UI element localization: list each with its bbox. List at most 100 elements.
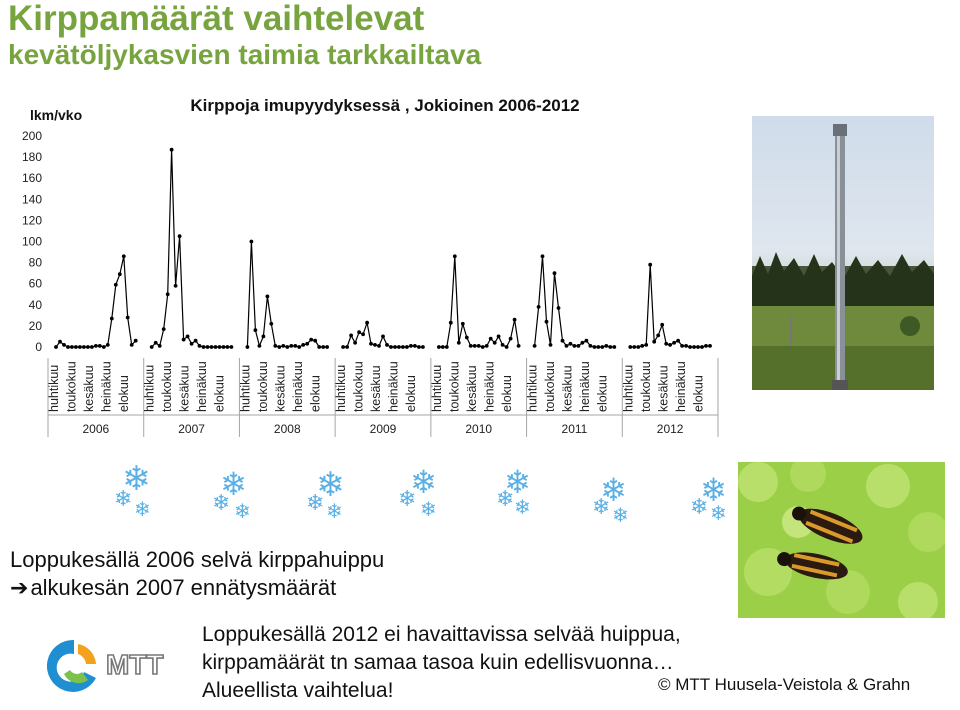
y-axis-ticks: 0 20 40 60 80 100 120 140 160 180 200 bbox=[22, 129, 42, 354]
data-point-2009 bbox=[417, 345, 421, 349]
data-point-2008 bbox=[245, 345, 250, 349]
data-point-2011 bbox=[536, 305, 541, 309]
data-point-2009 bbox=[365, 320, 369, 325]
year-label: 2006 bbox=[83, 422, 110, 436]
series-lines bbox=[55, 149, 710, 348]
month-label: kesäkuu bbox=[273, 365, 287, 412]
data-point-2007 bbox=[169, 147, 174, 152]
data-point-2012 bbox=[700, 345, 704, 349]
data-point-2009 bbox=[353, 340, 357, 345]
data-point-2008 bbox=[261, 334, 266, 339]
y-tick-label: 0 bbox=[35, 340, 42, 354]
month-label: kesäkuu bbox=[656, 365, 670, 412]
month-label: elokuu bbox=[308, 375, 322, 412]
data-point-2009 bbox=[381, 334, 385, 339]
data-point-2008 bbox=[289, 344, 294, 348]
data-point-2007 bbox=[221, 345, 226, 349]
data-point-2006 bbox=[105, 343, 110, 347]
copyright-notice: © MTT Huusela-Veistola & Grahn bbox=[658, 675, 911, 694]
month-label: toukokuu bbox=[543, 361, 557, 412]
summary-line-2: ➔alkukesän 2007 ennätysmäärät bbox=[10, 574, 384, 602]
snowflake-icon: ❄ bbox=[410, 464, 437, 500]
month-label: kesäkuu bbox=[369, 365, 383, 412]
data-point-2010 bbox=[484, 344, 489, 348]
data-point-2009 bbox=[405, 345, 409, 349]
summary-line-2-text: alkukesän 2007 ennätysmäärät bbox=[30, 575, 337, 600]
data-point-2008 bbox=[313, 338, 318, 343]
snowflake-icon: ❄ bbox=[710, 503, 727, 525]
data-point-2007 bbox=[157, 344, 162, 348]
month-label: toukokuu bbox=[256, 361, 270, 412]
month-label: heinäkuu bbox=[195, 361, 209, 412]
data-point-2011 bbox=[600, 345, 605, 349]
y-tick-label: 180 bbox=[22, 150, 42, 164]
month-label: huhtikuu bbox=[621, 365, 635, 412]
data-point-2012 bbox=[672, 340, 676, 345]
data-point-2010 bbox=[476, 344, 481, 348]
summary-2012-line-2: kirppamäärät tn samaa tasoa kuin edellis… bbox=[202, 651, 674, 674]
series-line-2007 bbox=[151, 149, 232, 348]
data-point-2008 bbox=[281, 344, 286, 348]
data-point-2012 bbox=[668, 343, 672, 347]
data-point-2009 bbox=[361, 332, 365, 337]
data-point-2009 bbox=[389, 345, 393, 349]
month-label: toukokuu bbox=[447, 361, 461, 412]
month-label: heinäkuu bbox=[674, 361, 688, 412]
summary-line-1: Loppukesällä 2006 selvä kirppahuippu bbox=[10, 547, 385, 572]
data-point-2006 bbox=[94, 344, 98, 348]
data-point-2009 bbox=[421, 345, 425, 349]
year-labels: 2006 2007 2008 2009 2010 2011 2012 bbox=[83, 422, 684, 436]
data-point-2011 bbox=[560, 338, 565, 343]
suction-trap-photo bbox=[752, 116, 934, 390]
snowflake-row: ❄ ❄ ❄ ❄ ❄ ❄ ❄ ❄ ❄ ❄ ❄ ❄ ❄ ❄ ❄ ❄ ❄ ❄ ❄ ❄ … bbox=[108, 462, 748, 528]
data-point-2007 bbox=[153, 340, 158, 345]
data-point-2010 bbox=[452, 254, 457, 259]
summary-2006-2007: Loppukesällä 2006 selvä kirppahuippu ➔al… bbox=[10, 546, 384, 602]
mtt-logo: MTT bbox=[44, 634, 184, 694]
data-point-2006 bbox=[66, 345, 70, 349]
series-line-2010 bbox=[438, 256, 520, 348]
data-point-2010 bbox=[440, 345, 445, 349]
data-point-2010 bbox=[456, 340, 461, 345]
series-line-2012 bbox=[630, 264, 710, 348]
data-point-2006 bbox=[129, 343, 134, 347]
data-point-2010 bbox=[496, 334, 501, 339]
data-point-2010 bbox=[488, 336, 493, 341]
data-point-2008 bbox=[321, 345, 326, 349]
data-point-2007 bbox=[205, 345, 210, 349]
arrow-right-icon: ➔ bbox=[10, 575, 29, 600]
data-point-2006 bbox=[90, 345, 94, 349]
data-point-2006 bbox=[82, 345, 86, 349]
data-point-2011 bbox=[540, 254, 545, 259]
data-point-2010 bbox=[460, 321, 465, 326]
month-label: heinäkuu bbox=[482, 361, 496, 412]
series-line-2008 bbox=[246, 241, 328, 348]
month-label: toukokuu bbox=[160, 361, 174, 412]
data-point-2012 bbox=[648, 262, 653, 267]
data-point-2012 bbox=[684, 344, 688, 348]
data-point-2010 bbox=[448, 320, 453, 325]
series-points bbox=[54, 147, 712, 349]
data-point-2012 bbox=[636, 345, 641, 349]
snowflake-icon: ❄ bbox=[234, 501, 251, 523]
data-point-2009 bbox=[373, 343, 377, 347]
snowflake-icon: ❄ bbox=[496, 486, 515, 511]
month-label: huhtikuu bbox=[526, 365, 540, 412]
data-point-2012 bbox=[628, 345, 633, 349]
data-point-2009 bbox=[349, 333, 353, 338]
month-label: elokuu bbox=[213, 375, 227, 412]
mtt-logo-icon: MTT bbox=[46, 639, 164, 692]
year-label: 2011 bbox=[562, 422, 588, 436]
snowflake-icon: ❄ bbox=[600, 472, 627, 508]
month-label: huhtikuu bbox=[238, 365, 252, 412]
data-point-2008 bbox=[297, 345, 302, 349]
year-label: 2009 bbox=[370, 422, 397, 436]
snowflake-icon: ❄ bbox=[220, 466, 247, 502]
data-point-2011 bbox=[608, 345, 613, 349]
data-point-2007 bbox=[165, 292, 170, 297]
month-label: elokuu bbox=[500, 375, 514, 412]
data-point-2008 bbox=[317, 345, 322, 349]
data-point-2006 bbox=[86, 345, 90, 349]
y-tick-label: 120 bbox=[22, 213, 42, 227]
data-point-2011 bbox=[580, 340, 585, 345]
